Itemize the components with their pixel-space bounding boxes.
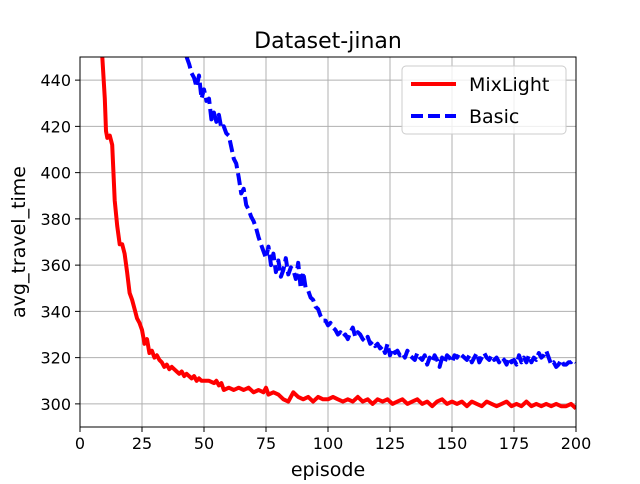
y-axis-label: avg_travel_time	[8, 166, 30, 318]
y-tick-label: 300	[40, 395, 71, 414]
x-tick-label: 150	[437, 434, 468, 453]
y-tick-label: 320	[40, 349, 71, 368]
x-tick-label: 200	[561, 434, 592, 453]
series-line-basic	[184, 57, 576, 369]
x-tick-label: 50	[194, 434, 214, 453]
x-tick-label: 25	[132, 434, 152, 453]
x-tick-label: 0	[75, 434, 85, 453]
x-tick-label: 75	[256, 434, 276, 453]
y-tick-label: 340	[40, 302, 71, 321]
y-tick-label: 440	[40, 71, 71, 90]
y-tick-label: 400	[40, 164, 71, 183]
legend-label-mixlight: MixLight	[469, 74, 549, 96]
chart-title: Dataset-jinan	[254, 29, 402, 54]
legend: MixLight Basic	[401, 65, 567, 135]
y-tick-label: 360	[40, 256, 71, 275]
y-tick-label: 380	[40, 210, 71, 229]
x-axis-label: episode	[291, 459, 365, 480]
x-tick-label: 125	[375, 434, 406, 453]
y-tick-label: 420	[40, 117, 71, 136]
series-line-mixlight	[100, 57, 576, 410]
legend-label-basic: Basic	[469, 106, 519, 128]
x-tick-label: 100	[313, 434, 344, 453]
x-tick-label: 175	[499, 434, 530, 453]
